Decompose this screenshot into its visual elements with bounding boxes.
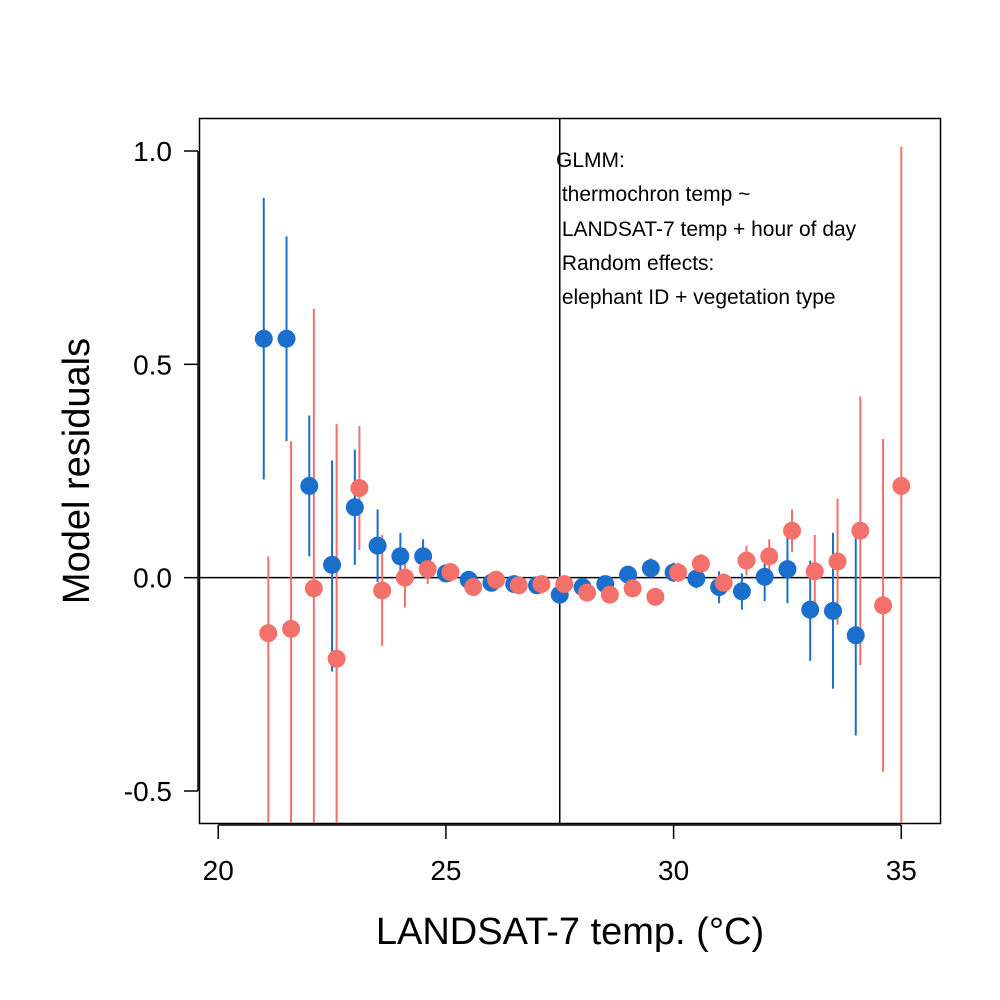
data-point [391, 547, 410, 566]
x-axis: 20 25 30 35 [203, 824, 917, 886]
annotation-line-4: Random effects: [556, 252, 714, 275]
x-tick-label: 20 [203, 855, 234, 886]
annotation-line-1: GLMM: [556, 149, 625, 172]
data-point [600, 585, 619, 604]
data-point [623, 579, 642, 598]
data-point [259, 624, 278, 643]
data-point [304, 579, 323, 598]
data-point [669, 563, 688, 582]
annotation-line-2: thermochron temp ~ [556, 183, 750, 206]
data-point [641, 559, 660, 578]
x-axis-title: LANDSAT-7 temp. (°C) [376, 911, 764, 953]
data-point [691, 554, 710, 573]
y-tick-label: 0.0 [133, 563, 172, 594]
x-tick-label: 30 [658, 855, 689, 886]
data-point [368, 536, 387, 555]
x-tick-label: 25 [430, 855, 461, 886]
data-point [441, 563, 460, 582]
data-point [282, 619, 301, 638]
data-point [345, 498, 364, 517]
data-point [464, 578, 483, 597]
data-point [646, 587, 665, 606]
data-point [619, 565, 638, 584]
data-point [714, 573, 733, 592]
data-point [778, 560, 797, 579]
data-point [783, 521, 801, 540]
data-point [373, 581, 392, 600]
data-point [687, 569, 706, 588]
data-point [254, 329, 273, 348]
data-point [760, 547, 779, 566]
x-tick-label: 35 [886, 855, 917, 886]
y-tick-label: 0.5 [133, 349, 172, 380]
data-point [532, 575, 551, 594]
data-point [300, 476, 319, 495]
data-point [851, 521, 870, 540]
data-point [737, 551, 756, 570]
data-point [395, 568, 414, 587]
annotation-line-3: LANDSAT-7 temp + hour of day [556, 218, 857, 241]
data-point [805, 562, 824, 581]
y-tick-label: 1.0 [133, 136, 172, 167]
data-point [874, 596, 893, 615]
y-axis: -0.5 0.0 0.5 1.0 [124, 136, 199, 807]
data-point [578, 583, 597, 602]
data-point [846, 626, 865, 645]
data-point [509, 576, 528, 595]
data-point [350, 479, 369, 498]
data-point [418, 560, 437, 579]
data-point [755, 567, 774, 586]
data-point [555, 575, 574, 594]
y-axis-title: Model residuals [56, 338, 98, 604]
data-point [323, 555, 342, 574]
data-point [828, 552, 847, 571]
plot-frame [198, 117, 942, 825]
data-point [732, 582, 751, 601]
data-point [277, 329, 296, 348]
data-points [254, 329, 911, 668]
y-tick-label: -0.5 [124, 776, 172, 807]
data-point [487, 570, 505, 589]
data-point [892, 476, 911, 495]
annotation-line-5: elephant ID + vegetation type [556, 286, 836, 309]
data-point [327, 649, 346, 668]
model-annotation: GLMM: thermochron temp ~ LANDSAT-7 temp … [556, 149, 857, 309]
data-point [801, 600, 820, 619]
data-point [823, 601, 842, 620]
